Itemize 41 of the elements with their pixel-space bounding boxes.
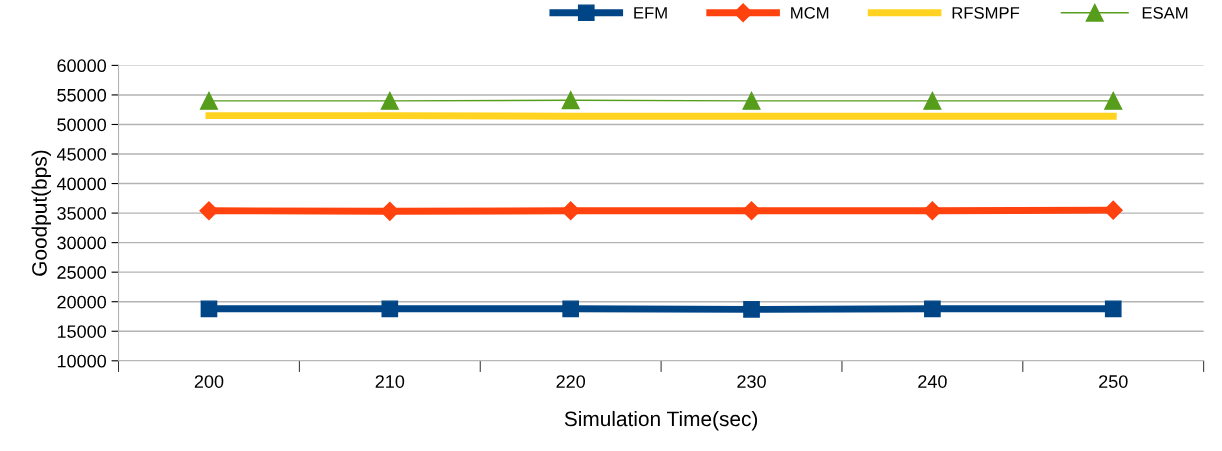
point xyxy=(1104,91,1123,110)
point xyxy=(1103,200,1123,220)
y-tick-label: 20000 xyxy=(57,295,107,309)
y-tick-label: 15000 xyxy=(57,325,107,338)
point xyxy=(1104,300,1122,318)
point xyxy=(380,201,400,221)
y-tick-label: 25000 xyxy=(57,266,107,279)
point xyxy=(380,91,399,110)
point xyxy=(742,91,761,110)
y-tick-label: 50000 xyxy=(57,118,107,132)
y-tick-label: 35000 xyxy=(57,207,107,220)
legend-label: RFSMPF xyxy=(952,6,1020,19)
x-axis-title: Simulation Time(sec) xyxy=(564,410,758,431)
x-tick-label: 210 xyxy=(375,375,405,388)
point xyxy=(561,201,581,221)
legend-label: ESAM xyxy=(1142,6,1188,19)
x-tick-label: 230 xyxy=(737,375,766,388)
y-axis-title: Goodput(bps) xyxy=(31,150,51,276)
y-tick-label: 55000 xyxy=(57,88,107,102)
point xyxy=(924,300,941,318)
x-tick-label: 250 xyxy=(1099,375,1128,388)
x-tick-label: 240 xyxy=(918,375,947,388)
y-tick-label: 30000 xyxy=(57,236,107,250)
point xyxy=(199,91,218,110)
point xyxy=(200,300,218,318)
point xyxy=(561,91,580,110)
y-tick-label: 40000 xyxy=(56,177,107,191)
point xyxy=(741,201,762,221)
point xyxy=(381,300,399,318)
point xyxy=(922,201,942,221)
point xyxy=(199,201,219,221)
y-tick-label: 45000 xyxy=(56,147,107,161)
point xyxy=(562,300,580,318)
legend-label: MCM xyxy=(791,6,829,19)
point xyxy=(923,91,942,110)
y-tick-label: 60000 xyxy=(57,59,107,73)
y-tick-label: 10000 xyxy=(57,354,107,368)
point xyxy=(743,301,760,318)
x-tick-label: 200 xyxy=(194,375,224,388)
legend-label: EFM xyxy=(634,7,667,19)
x-tick-label: 220 xyxy=(556,375,586,388)
